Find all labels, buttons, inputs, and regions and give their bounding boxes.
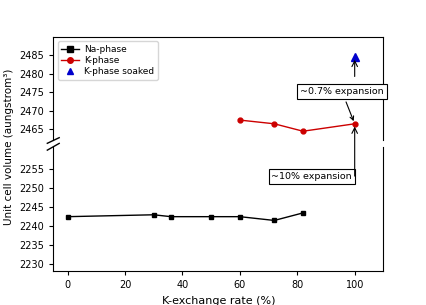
- X-axis label: K-exchange rate (%): K-exchange rate (%): [161, 296, 275, 305]
- Text: ~0.7% expansion: ~0.7% expansion: [300, 87, 384, 120]
- Text: ~10% expansion: ~10% expansion: [271, 172, 352, 181]
- Text: Unit cell volume (aungstrom³): Unit cell volume (aungstrom³): [4, 68, 14, 224]
- Legend: Na-phase, K-phase, K-phase soaked: Na-phase, K-phase, K-phase soaked: [58, 41, 158, 80]
